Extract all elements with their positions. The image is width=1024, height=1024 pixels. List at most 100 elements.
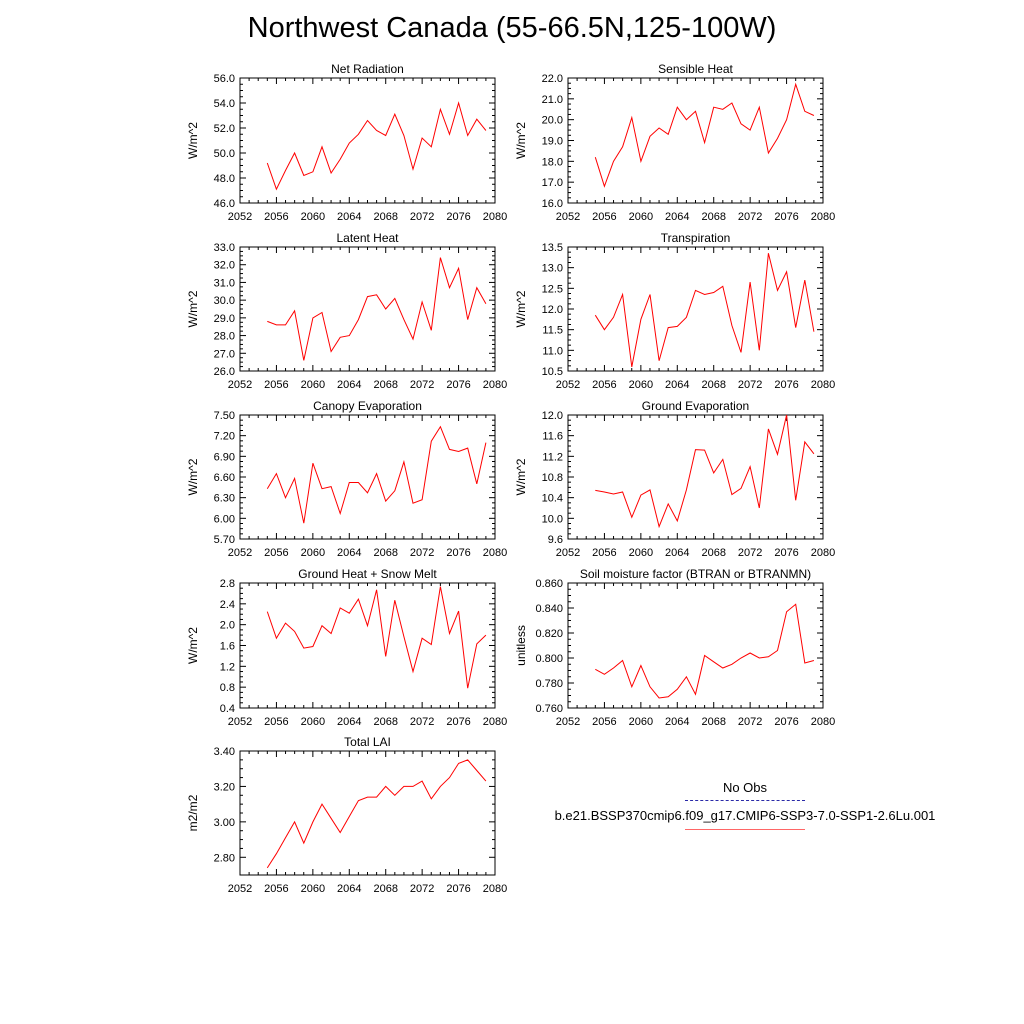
y-tick-label: 26.0 [214,366,235,378]
legend-obs-label: No Obs [722,780,768,795]
y-tick-label: 1.2 [220,661,235,673]
chart-title: Ground Evaporation [642,399,749,413]
series-line [595,414,815,529]
y-tick-label: 6.60 [214,472,235,484]
y-tick-label: 7.50 [214,410,235,422]
x-tick-label: 2064 [665,716,689,728]
y-tick-label: 0.4 [220,703,235,715]
y-tick-label: 0.860 [535,578,563,590]
y-axis-label: W/m^2 [186,458,200,495]
y-tick-label: 3.20 [214,781,235,793]
series-line [594,253,815,367]
y-tick-label: 10.0 [542,513,563,525]
y-tick-label: 11.2 [542,451,563,463]
x-tick-label: 2068 [373,883,397,895]
x-tick-label: 2076 [774,211,798,223]
chart-panel: 2052 2056 2060 2064 2068 2072 2076 2080 0.760 0.7… [514,567,835,728]
chart-panel: 2052 2056 2060 2064 2068 2072 2076 2080 2.80 3.00… [186,735,507,895]
x-tick-label: 2064 [665,211,689,223]
x-tick-label: 2052 [556,379,580,391]
legend-obs-line [685,800,805,801]
chart-panel: 2052 2056 2060 2064 2068 2072 2076 2080 5.70 6.00… [186,399,507,559]
y-tick-label: 22.0 [542,73,563,85]
x-tick-label: 2056 [264,211,288,223]
y-tick-label: 30.0 [214,295,235,307]
y-axis-label: W/m^2 [186,627,200,664]
x-tick-label: 2068 [373,716,397,728]
x-tick-label: 2056 [592,211,616,223]
y-tick-label: 29.0 [214,313,235,325]
x-tick-label: 2064 [337,547,361,559]
x-tick-label: 2064 [337,211,361,223]
y-axis-label: W/m^2 [186,290,200,327]
x-tick-label: 2072 [738,211,762,223]
chart-title: Net Radiation [331,62,404,76]
chart-panel: 2052 2056 2060 2064 2068 2072 2076 2080 10.5 11.0… [514,231,835,391]
x-tick-label: 2076 [446,547,470,559]
y-tick-label: 9.6 [548,534,563,546]
y-tick-label: 0.780 [535,678,563,690]
chart-panel: 2052 2056 2060 2064 2068 2072 2076 2080 9.6 10.0 1… [514,399,835,559]
x-tick-label: 2052 [228,547,252,559]
plot-frame [567,77,824,204]
x-tick-label: 2080 [811,211,835,223]
x-tick-label: 2068 [373,211,397,223]
series-line [266,759,487,869]
x-tick-label: 2080 [483,883,507,895]
x-tick-label: 2072 [410,883,434,895]
y-tick-label: 11.0 [542,345,563,357]
y-tick-label: 3.40 [214,746,235,758]
y-axis-label: W/m^2 [514,290,528,327]
x-tick-label: 2080 [483,211,507,223]
plot-frame [567,582,824,709]
y-tick-label: 56.0 [214,73,235,85]
x-tick-label: 2080 [811,716,835,728]
y-tick-label: 2.80 [214,852,235,864]
series-line [267,257,487,361]
x-tick-label: 2064 [665,379,689,391]
y-tick-label: 28.0 [214,331,235,343]
x-tick-label: 2056 [264,379,288,391]
x-tick-label: 2072 [738,379,762,391]
y-tick-label: 10.5 [542,366,563,378]
y-tick-label: 0.820 [535,628,563,640]
series-line [595,603,815,699]
x-tick-label: 2068 [373,379,397,391]
y-tick-label: 52.0 [214,123,235,135]
x-tick-label: 2056 [592,547,616,559]
x-tick-label: 2052 [228,883,252,895]
x-tick-label: 2068 [701,547,725,559]
x-tick-label: 2056 [592,716,616,728]
chart-panel: 2052 2056 2060 2064 2068 2072 2076 2080 46.0 48.0… [186,62,507,223]
x-tick-label: 2072 [410,547,434,559]
y-tick-label: 2.0 [220,620,235,632]
chart-panel: 2052 2056 2060 2064 2068 2072 2076 2080 26.0 27.0… [186,231,507,391]
y-tick-label: 0.8 [220,682,235,694]
x-tick-label: 2060 [301,211,325,223]
series-line [266,586,487,689]
y-tick-label: 13.5 [542,242,563,254]
y-tick-label: 18.0 [542,156,563,168]
legend-run-line [685,829,805,830]
x-tick-label: 2060 [301,883,325,895]
x-tick-label: 2060 [629,211,653,223]
chart-title: Total LAI [344,735,391,749]
y-tick-label: 46.0 [214,198,235,210]
plot-frame [239,750,496,876]
y-tick-label: 10.4 [542,493,563,505]
y-axis-label: m2/m2 [186,794,200,831]
legend-run-label: b.e21.BSSP370cmip6.f09_g17.CMIP6-SSP3-7.… [554,808,936,823]
y-tick-label: 0.840 [535,603,563,615]
x-tick-label: 2064 [337,716,361,728]
y-tick-label: 33.0 [214,242,235,254]
y-tick-label: 27.0 [214,348,235,360]
chart-title: Soil moisture factor (BTRAN or BTRANMN) [580,567,811,581]
x-tick-label: 2056 [264,883,288,895]
x-tick-label: 2052 [556,716,580,728]
x-tick-label: 2072 [738,547,762,559]
x-tick-label: 2076 [446,211,470,223]
x-tick-label: 2080 [483,547,507,559]
y-tick-label: 7.20 [214,431,235,443]
x-tick-label: 2072 [738,716,762,728]
x-tick-label: 2052 [556,211,580,223]
